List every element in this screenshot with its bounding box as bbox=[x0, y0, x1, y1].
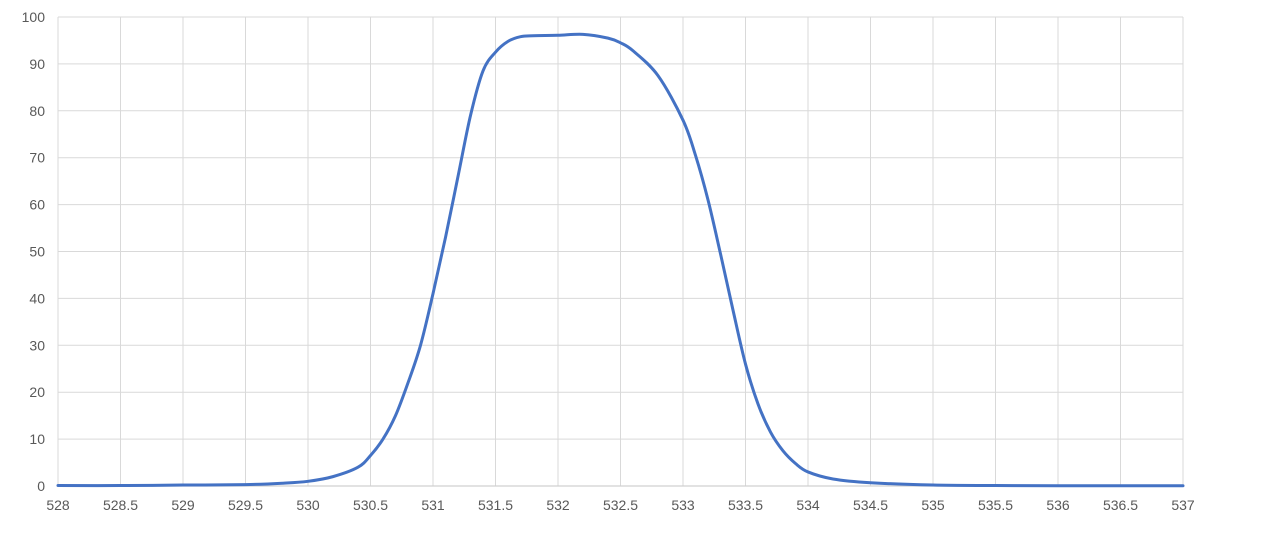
y-tick-label: 40 bbox=[29, 290, 45, 306]
y-tick-labels: 0 10 20 30 40 50 60 70 80 90 100 bbox=[22, 9, 46, 494]
y-tick-label: 100 bbox=[22, 9, 46, 25]
x-tick-label: 531 bbox=[421, 497, 445, 513]
x-tick-label: 533 bbox=[671, 497, 695, 513]
x-tick-labels: 528 528.5 529 529.5 530 530.5 531 531.5 532 532.5… bbox=[46, 497, 1195, 513]
y-tick-label: 60 bbox=[29, 197, 45, 213]
x-tick-label: 530.5 bbox=[353, 497, 388, 513]
x-tick-label: 534 bbox=[796, 497, 820, 513]
x-tick-label: 536 bbox=[1046, 497, 1070, 513]
y-tick-label: 0 bbox=[37, 478, 45, 494]
x-tick-label: 529.5 bbox=[228, 497, 263, 513]
x-tick-label: 532.5 bbox=[603, 497, 638, 513]
y-tick-label: 20 bbox=[29, 384, 45, 400]
y-tick-label: 70 bbox=[29, 150, 45, 166]
y-tick-label: 50 bbox=[29, 244, 45, 260]
x-tick-label: 534.5 bbox=[853, 497, 888, 513]
series-line bbox=[56, 32, 1185, 488]
y-tick-label: 90 bbox=[29, 56, 45, 72]
x-tick-label: 535.5 bbox=[978, 497, 1013, 513]
x-tick-label: 533.5 bbox=[728, 497, 763, 513]
x-tick-label: 532 bbox=[546, 497, 570, 513]
grid bbox=[57, 16, 1184, 486]
y-tick-label: 30 bbox=[29, 337, 45, 353]
x-tick-label: 535 bbox=[921, 497, 945, 513]
x-tick-label: 530 bbox=[296, 497, 320, 513]
x-tick-label: 528.5 bbox=[103, 497, 138, 513]
x-tick-label: 529 bbox=[171, 497, 195, 513]
y-tick-label: 10 bbox=[29, 431, 45, 447]
x-tick-label: 531.5 bbox=[478, 497, 513, 513]
x-tick-label: 536.5 bbox=[1103, 497, 1138, 513]
x-tick-label: 537 bbox=[1171, 497, 1195, 513]
x-tick-label: 528 bbox=[46, 497, 70, 513]
y-tick-label: 80 bbox=[29, 103, 45, 119]
